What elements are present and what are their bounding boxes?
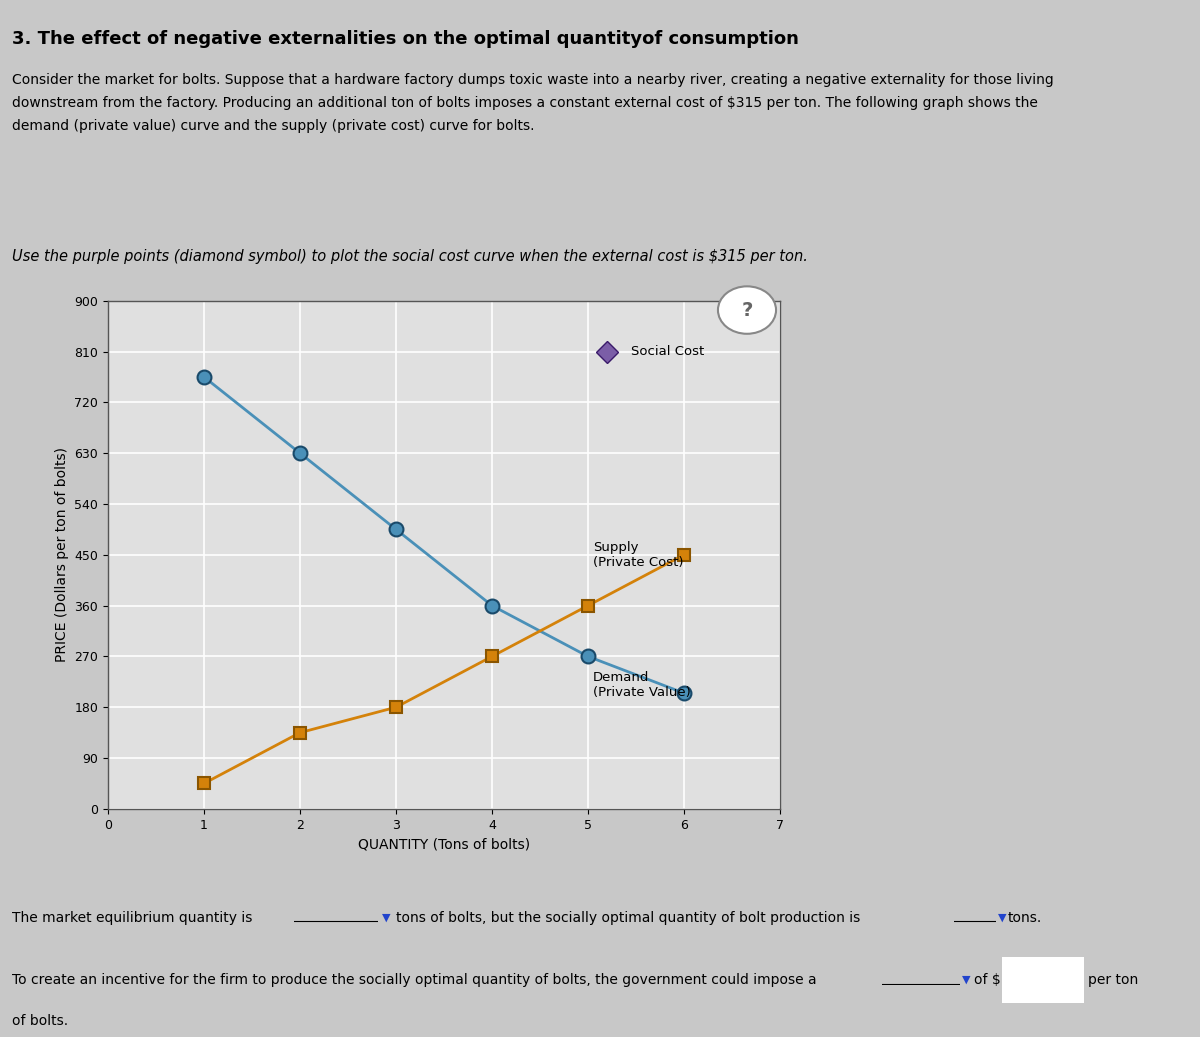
Text: tons.: tons. [1008, 910, 1043, 925]
Text: Consider the market for bolts. Suppose that a hardware factory dumps toxic waste: Consider the market for bolts. Suppose t… [12, 73, 1054, 134]
Text: ?: ? [742, 301, 752, 319]
Circle shape [718, 286, 776, 334]
Text: ▼: ▼ [998, 913, 1007, 923]
Text: tons of bolts, but the socially optimal quantity of bolt production is: tons of bolts, but the socially optimal … [396, 910, 860, 925]
FancyBboxPatch shape [1001, 956, 1085, 1004]
Text: of bolts.: of bolts. [12, 1014, 68, 1029]
Text: 3. The effect of negative externalities on the optimal quantityof consumption: 3. The effect of negative externalities … [12, 30, 799, 48]
Text: The market equilibrium quantity is: The market equilibrium quantity is [12, 910, 252, 925]
Y-axis label: PRICE (Dollars per ton of bolts): PRICE (Dollars per ton of bolts) [55, 447, 68, 663]
Text: per ton: per ton [1088, 973, 1139, 987]
Text: Social Cost: Social Cost [631, 345, 704, 358]
Text: of $: of $ [974, 973, 1001, 987]
Text: Demand
(Private Value): Demand (Private Value) [593, 671, 690, 699]
X-axis label: QUANTITY (Tons of bolts): QUANTITY (Tons of bolts) [358, 837, 530, 851]
Text: Supply
(Private Cost): Supply (Private Cost) [593, 540, 683, 569]
Text: ▼: ▼ [962, 975, 971, 985]
Text: Use the purple points (diamond symbol) to plot the social cost curve when the ex: Use the purple points (diamond symbol) t… [12, 249, 808, 264]
Text: To create an incentive for the firm to produce the socially optimal quantity of : To create an incentive for the firm to p… [12, 973, 817, 987]
Text: ▼: ▼ [382, 913, 390, 923]
